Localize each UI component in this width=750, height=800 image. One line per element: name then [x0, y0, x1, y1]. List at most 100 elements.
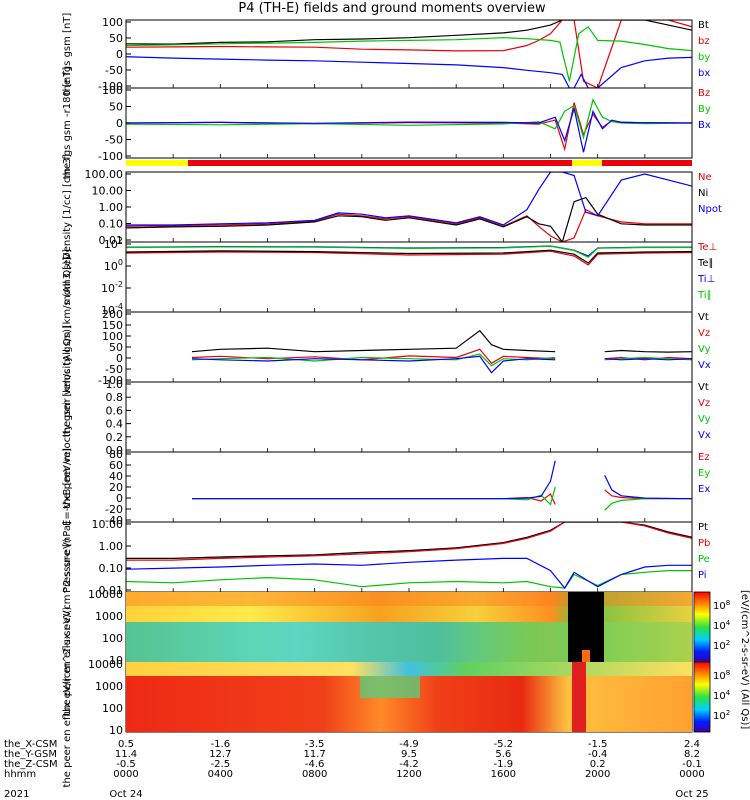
legend-entry: Ni	[698, 188, 708, 199]
legend-entry: Pi	[698, 570, 707, 581]
panel-frame	[125, 451, 693, 523]
legend-entry: Vy	[698, 344, 711, 355]
series-line-Te⊥	[126, 250, 692, 266]
series-line-by	[126, 25, 692, 82]
panel-5: 1.00.80.60.40.20.0 the peer velocity gsm …	[62, 325, 711, 509]
time-axis-value: 0400	[208, 769, 233, 780]
y-tick-label: 10000	[88, 588, 123, 601]
y-tick-label: 0.01	[99, 584, 124, 597]
panel-frame	[125, 381, 693, 453]
time-axis-row-label: the_Y-GSM	[4, 749, 57, 760]
y-tick-label: 60	[109, 459, 123, 472]
series-line-Ey	[604, 498, 692, 511]
time-axis-value: -3.5	[305, 739, 325, 750]
time-axis-value: -0.4	[588, 749, 608, 760]
date-end: Oct 25	[675, 789, 708, 800]
svg-text:108: 108	[713, 599, 730, 612]
y-tick-label: -20	[105, 503, 123, 516]
legend-entry: Npot	[698, 204, 722, 215]
figure-title: P4 (TH-E) fields and ground moments over…	[238, 1, 546, 16]
series-line-Vz	[604, 356, 692, 361]
time-axis-value: -4.2	[399, 759, 419, 770]
series-line-Ex	[604, 475, 692, 500]
series-line-Pe	[126, 569, 692, 589]
time-axis-value: -1.6	[211, 739, 231, 750]
y-tick-label: 0.10	[99, 218, 124, 231]
legend-entry: Ex	[698, 484, 710, 495]
y-tick-label: -50	[105, 363, 123, 376]
legend-entry: Vz	[698, 328, 710, 339]
time-axis-value: 11.7	[304, 749, 326, 760]
y-axis-label: Density [1/cc] [cm-3]	[62, 154, 73, 260]
y-tick-label: 100	[104, 258, 123, 273]
y-tick-label: 100	[102, 632, 123, 645]
series-line-Pt	[126, 522, 692, 560]
y-tick-label: 10	[109, 654, 123, 667]
series-line-Ne	[126, 208, 692, 242]
time-axis: the_X-CSM 0.5 -1.6 -3.5 -4.9 -5.2 -1.5 2.4 the_Y…	[4, 739, 709, 800]
svg-text:108: 108	[713, 669, 730, 682]
time-axis-value: 0000	[113, 769, 138, 780]
time-axis-value: 5.6	[495, 749, 511, 760]
panel-frame	[125, 19, 693, 89]
series-line-Vt	[191, 329, 556, 353]
time-axis-value: 9.5	[401, 749, 417, 760]
time-axis-value: -1.5	[588, 739, 608, 750]
y-tick-label: -50	[105, 64, 123, 77]
time-axis-value: -0.5	[116, 759, 136, 770]
time-axis-value: 0800	[302, 769, 327, 780]
y-tick-label: 0.2	[106, 431, 124, 444]
legend-entry: Vz	[698, 398, 710, 409]
y-tick-label: 1000	[95, 610, 123, 623]
legend-entry: Ey	[698, 468, 710, 479]
y-tick-label: 1000	[95, 680, 123, 693]
y-axis-label: Pressure [nPa]	[62, 521, 73, 593]
time-axis-value: 2000	[585, 769, 610, 780]
series-line-Pb	[126, 522, 692, 561]
legend-entry: bz	[698, 36, 710, 47]
series-line-Pi	[126, 557, 692, 590]
y-tick-label: 0.10	[99, 562, 124, 575]
y-tick-label: 102	[104, 236, 123, 251]
time-axis-value: -5.2	[494, 739, 514, 750]
y-tick-label: 10.00	[92, 518, 124, 531]
panel-frame	[125, 171, 693, 243]
y-tick-label: 20	[109, 481, 123, 494]
time-axis-value: 1200	[396, 769, 421, 780]
svg-text:102: 102	[713, 639, 730, 652]
legend-entry: by	[698, 52, 710, 63]
mode-bar	[126, 160, 692, 166]
ion-spectrogram-image	[126, 592, 692, 662]
legend-entry: Pt	[698, 522, 708, 533]
legend-entry: Te∥	[697, 258, 714, 269]
legend-entry: Pe	[698, 554, 710, 565]
series-line-Ey	[192, 486, 556, 506]
y-tick-label: 0.0	[106, 444, 124, 457]
y-tick-label: 10	[109, 724, 123, 737]
y-tick-label: 1.0	[106, 378, 124, 391]
y-tick-label: 0.4	[106, 418, 124, 431]
series-line-Vt	[604, 349, 692, 353]
y-tick-label: 1.00	[99, 201, 124, 214]
y-tick-label: 100	[102, 84, 123, 97]
panel-0: 100 50 0 -50 -100 the fgs gsm [nT] Bt bz by bx	[62, 13, 710, 96]
series-line-Ti∥	[126, 245, 692, 258]
panel-frame	[125, 311, 693, 383]
colorbar-label: [eV/(cm^2-s-sr-eV) (All Qs)]	[739, 590, 750, 729]
y-axis-label: the fgs gsm [nT]	[62, 13, 73, 96]
y-axis-label: the fgs gsm -r180 [nT]	[62, 67, 73, 180]
legend-entry: Ez	[698, 452, 710, 463]
y-tick-label: 10.00	[92, 185, 124, 198]
y-axis-label: the peer en eflux eV/(cm^2-s-sr-eV)	[62, 606, 73, 787]
series-line-bx	[126, 56, 692, 88]
y-tick-label: 100.00	[85, 168, 124, 181]
legend-entry: Vy	[698, 414, 711, 425]
series-line-Vx	[191, 355, 556, 374]
y-tick-label: 150	[102, 319, 123, 332]
series-line-Npot	[126, 172, 692, 226]
time-axis-row-label: the_X-CSM	[4, 739, 57, 750]
panel-1: 100 50 0 -50 -100 the fgs gsm -r180 [nT] Bz By B…	[62, 67, 711, 180]
